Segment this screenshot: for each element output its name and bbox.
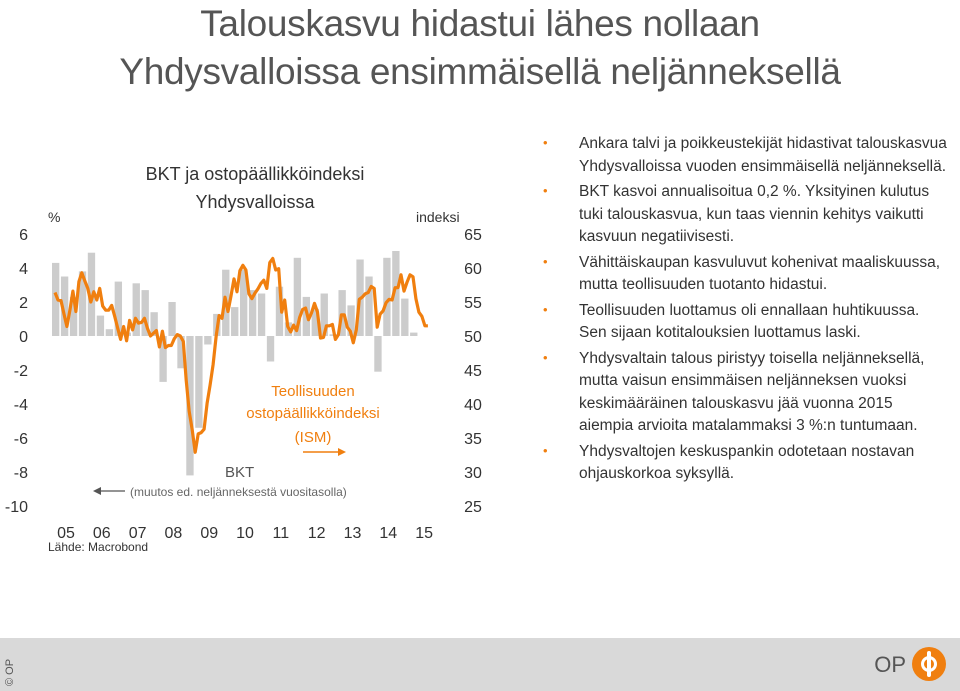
gdp-bar <box>105 329 114 336</box>
x-tick-label: 09 <box>200 525 218 542</box>
slide-title-line2: Yhdysvalloissa ensimmäisellä neljännekse… <box>119 51 841 92</box>
gdp-ism-chart: BKT ja ostopäällikköindeksi Yhdysvallois… <box>5 164 482 554</box>
ism-label-line1: Teollisuuden <box>271 383 354 400</box>
left-tick-label: -6 <box>14 431 28 448</box>
x-tick-label: 07 <box>129 525 147 542</box>
right-tick-label: 45 <box>464 363 482 380</box>
gdp-bar <box>150 312 158 336</box>
gdp-bar <box>392 251 400 336</box>
source-label: Lähde: Macrobond <box>48 540 148 554</box>
bullet-item: • Yhdysvaltojen keskuspankin odotetaan no… <box>543 441 950 486</box>
gdp-bar <box>195 336 203 428</box>
x-tick-label: 08 <box>165 525 183 542</box>
bullet-dot-icon: • <box>543 135 548 150</box>
gdp-bar <box>248 290 257 336</box>
right-tick-label: 55 <box>464 295 482 312</box>
gdp-bar <box>52 262 60 336</box>
gdp-bar <box>168 302 176 336</box>
left-tick-label: 0 <box>19 329 28 346</box>
gdp-bar <box>78 271 87 336</box>
x-tick-label: 13 <box>344 525 362 542</box>
left-tick-label: -10 <box>5 499 28 516</box>
gdp-bar <box>365 276 373 336</box>
right-tick-label: 50 <box>464 329 482 346</box>
gdp-bar <box>266 336 275 362</box>
gdp-bar <box>60 276 69 336</box>
left-tick-label: -8 <box>14 465 28 482</box>
gdp-bar <box>204 336 212 345</box>
bkt-arrow-head <box>93 487 101 495</box>
gdp-bar <box>96 315 105 336</box>
right-tick-label: 60 <box>464 261 482 278</box>
op-logo-icon <box>912 647 946 681</box>
bkt-label: BKT <box>225 464 254 481</box>
footer-bar: © OP OP <box>0 638 960 691</box>
x-tick-label: 06 <box>93 525 111 542</box>
ism-label-line2: ostopäällikköindeksi <box>246 405 379 422</box>
gdp-bar <box>240 269 248 336</box>
bullet-item: • Yhdysvaltain talous piristyy toisella n… <box>543 348 950 438</box>
chart-title-line2: Yhdysvalloissa <box>195 192 315 212</box>
bullet-dot-icon: • <box>543 183 548 198</box>
copyright: © OP <box>4 658 16 686</box>
bullet-dot-icon: • <box>543 253 548 269</box>
gdp-bar <box>320 293 328 336</box>
right-tick-label: 30 <box>464 465 482 482</box>
bullet-dot-icon: • <box>543 301 548 317</box>
gdp-bar <box>410 332 418 336</box>
gdp-bar <box>293 257 302 336</box>
x-tick-label: 12 <box>308 525 326 542</box>
right-tick-label: 40 <box>464 397 482 414</box>
gdp-bar <box>383 257 391 336</box>
left-tick-label: 6 <box>19 227 28 244</box>
gdp-bar <box>132 283 140 336</box>
ism-arrow-head <box>338 448 346 456</box>
gdp-bar <box>177 336 185 369</box>
gdp-bar <box>159 336 167 382</box>
x-tick-label: 11 <box>273 525 290 542</box>
ism-label-line3: (ISM) <box>295 429 332 446</box>
op-logo-text: OP <box>874 652 906 677</box>
bullet-dot-icon: • <box>543 349 548 365</box>
bullet-item: • BKT kasvoi annualisoitua 0,2 %. Yksityi… <box>543 181 950 249</box>
gdp-bar <box>401 298 409 336</box>
left-tick-label: 2 <box>19 295 28 312</box>
gdp-bar <box>338 290 346 336</box>
left-tick-label: -4 <box>14 397 28 414</box>
right-unit-label: indeksi <box>416 209 460 225</box>
x-tick-label: 05 <box>57 525 75 542</box>
gdp-bar <box>347 305 355 336</box>
x-tick-label: 14 <box>379 525 397 542</box>
bullet-item: • Teollisuuden luottamus oli ennallaan hu… <box>543 300 950 345</box>
left-tick-label: 4 <box>19 261 28 278</box>
gdp-bar <box>114 281 123 336</box>
bullet-item: • Ankara talvi ja poikkeustekijät hidasti… <box>543 133 950 178</box>
right-tick-label: 25 <box>464 499 482 516</box>
gdp-bar <box>231 307 239 336</box>
gdp-bar <box>311 308 319 336</box>
gdp-bar <box>257 293 266 336</box>
bullet-list: • Ankara talvi ja poikkeustekijät hidasti… <box>543 133 950 489</box>
x-tick-label: 15 <box>415 525 433 542</box>
bullet-dot-icon: • <box>543 442 548 458</box>
gdp-bar <box>374 336 382 372</box>
bullet-item: • Vähittäiskaupan kasvuluvut kohenivat ma… <box>543 252 950 297</box>
left-unit-label: % <box>48 209 60 225</box>
bkt-note: (muutos ed. neljänneksestä vuositasolla) <box>130 485 347 499</box>
right-tick-label: 35 <box>464 431 482 448</box>
gdp-bar <box>275 286 284 336</box>
right-tick-label: 65 <box>464 227 482 244</box>
slide-title-line1: Talouskasvu hidastui lähes nollaan <box>200 3 760 44</box>
ism-line <box>53 256 428 454</box>
x-tick-label: 10 <box>236 525 254 542</box>
left-tick-label: -2 <box>14 363 28 380</box>
chart-title-line1: BKT ja ostopäällikköindeksi <box>146 164 365 184</box>
gdp-bar <box>69 296 78 336</box>
gdp-bar <box>141 290 149 336</box>
